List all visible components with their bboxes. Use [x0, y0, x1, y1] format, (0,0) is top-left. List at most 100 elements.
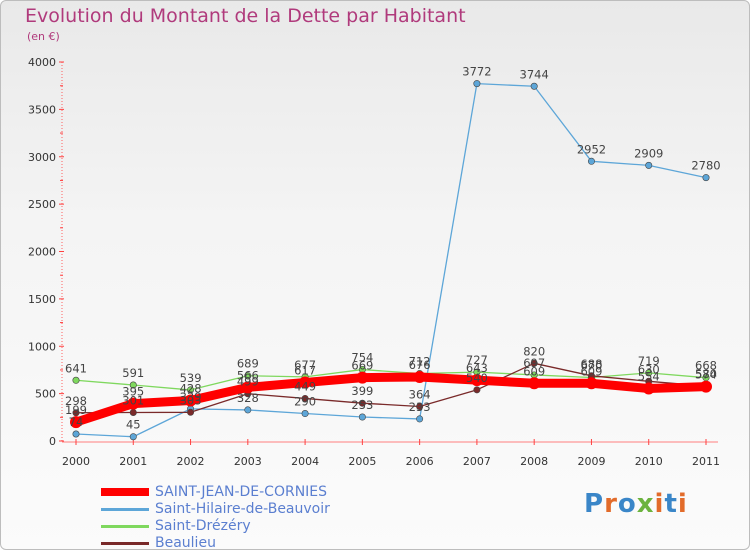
data-point	[700, 380, 712, 393]
data-label: 449	[294, 379, 316, 393]
data-label: 2780	[691, 159, 720, 173]
data-label: 820	[523, 344, 545, 358]
y-tick-label: 3000	[28, 151, 56, 164]
data-label: 233	[409, 400, 431, 414]
data-label: 3772	[462, 65, 491, 79]
x-tick-label: 2004	[291, 455, 319, 468]
y-tick-label: 1000	[28, 340, 56, 353]
legend-swatch-saint-jean	[101, 488, 149, 496]
data-label: 566	[237, 368, 259, 382]
data-label: 2909	[634, 146, 663, 160]
y-tick-label: 500	[35, 388, 56, 401]
data-label: 591	[122, 366, 144, 380]
legend-label-saint-jean: SAINT-JEAN-DE-CORNIES	[155, 484, 328, 500]
data-point	[241, 381, 254, 394]
data-label: 290	[294, 395, 316, 409]
data-label: 697	[523, 356, 545, 370]
x-tick-label: 2010	[635, 455, 663, 468]
data-label: 539	[180, 371, 202, 385]
data-label: 712	[409, 355, 431, 369]
data-point	[358, 413, 366, 421]
data-label: 364	[409, 388, 431, 402]
data-point	[645, 369, 653, 377]
data-label: 303	[180, 393, 202, 407]
data-point	[187, 386, 195, 394]
data-label: 399	[351, 384, 373, 398]
data-point	[244, 372, 252, 380]
y-tick-label: 0	[49, 435, 56, 448]
x-tick-label: 2009	[577, 455, 605, 468]
data-point	[473, 80, 481, 88]
logo-letter: t	[664, 489, 678, 519]
data-label: 298	[65, 394, 87, 408]
data-label: 609	[523, 364, 545, 378]
data-point	[358, 399, 366, 407]
data-label: 301	[122, 393, 144, 407]
data-point	[645, 161, 653, 169]
data-point	[127, 397, 140, 410]
data-label: 689	[237, 357, 259, 371]
data-label: 580	[695, 367, 717, 381]
logo-letter: r	[604, 489, 618, 519]
data-point	[530, 82, 538, 90]
data-label: 754	[351, 351, 373, 365]
data-point	[356, 371, 369, 384]
data-point	[528, 377, 541, 390]
data-point	[416, 403, 424, 411]
data-label: 668	[695, 359, 717, 373]
data-point	[585, 377, 598, 390]
data-label: 395	[122, 385, 144, 399]
data-label: 574	[695, 368, 717, 382]
data-label: 719	[638, 354, 660, 368]
data-point	[129, 381, 137, 389]
data-label: 609	[580, 364, 602, 378]
data-point	[702, 174, 710, 182]
data-label: 630	[638, 362, 660, 376]
data-point	[299, 376, 312, 389]
data-label: 74	[69, 415, 84, 429]
data-label: 339	[180, 390, 202, 404]
data-label: 199	[65, 403, 87, 417]
legend-label-saint-hilaire: Saint-Hilaire-de-Beauvoir	[155, 501, 330, 517]
data-point	[530, 359, 538, 367]
data-point	[413, 370, 426, 383]
series-line-0	[71, 372, 711, 427]
y-tick-label: 1500	[28, 293, 56, 306]
data-point	[187, 408, 195, 416]
data-label: 727	[466, 353, 488, 367]
data-point	[301, 394, 309, 402]
x-tick-label: 2002	[177, 455, 205, 468]
logo-letter: x	[636, 489, 655, 519]
x-tick-label: 2008	[520, 455, 548, 468]
data-point	[72, 409, 80, 417]
x-tick-label: 2007	[463, 455, 491, 468]
x-tick-label: 2006	[406, 455, 434, 468]
logo-letter: i	[654, 489, 665, 519]
y-tick-label: 2000	[28, 246, 56, 259]
data-label: 641	[65, 361, 87, 375]
legend-label-saint-drezery: Saint-Drézéry	[155, 518, 251, 534]
data-label: 669	[351, 359, 373, 373]
x-tick-label: 2005	[348, 455, 376, 468]
data-label: 688	[580, 357, 602, 371]
data-point	[416, 415, 424, 423]
proxiti-logo: Proxiti	[584, 489, 688, 519]
data-point	[244, 406, 252, 414]
data-label: 670	[580, 359, 602, 373]
data-label: 253	[351, 398, 373, 412]
legend-swatch-saint-hilaire	[101, 508, 149, 511]
data-label: 617	[294, 364, 316, 378]
data-point	[642, 382, 655, 395]
data-label: 554	[638, 370, 660, 384]
chart-subtitle: (en €)	[27, 30, 60, 43]
data-point	[301, 410, 309, 418]
data-label: 499	[237, 375, 259, 389]
series-line-1	[75, 82, 707, 438]
x-tick-label: 2011	[692, 455, 720, 468]
x-tick-label: 2003	[234, 455, 262, 468]
data-label: 643	[466, 361, 488, 375]
data-point	[129, 408, 137, 416]
data-point	[72, 376, 80, 384]
